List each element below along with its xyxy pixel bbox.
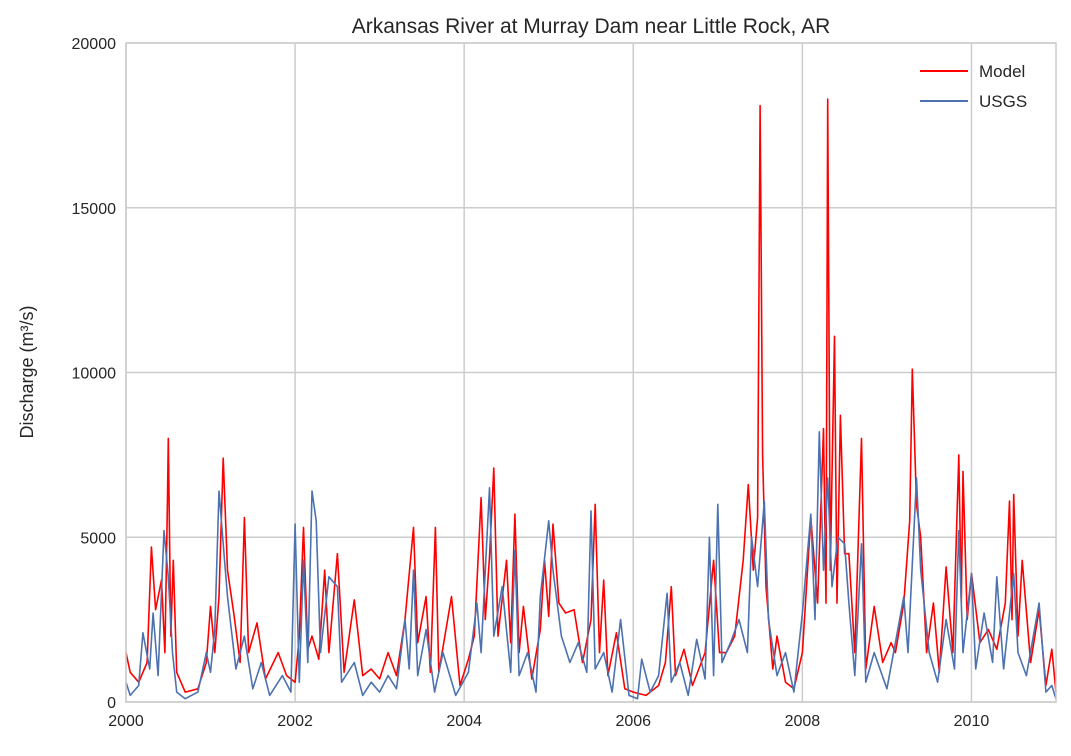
x-tick-label: 2000 (108, 713, 144, 730)
legend: Model USGS (920, 62, 1027, 111)
plot-frame (125, 42, 1057, 703)
series-line-usgs (125, 431, 1057, 700)
y-tick-label: 10000 (72, 366, 117, 383)
legend-label: USGS (979, 92, 1027, 111)
y-axis-label: Discharge (m³/s) (17, 305, 37, 438)
legend-label: Model (979, 62, 1025, 81)
x-tick-label: 2010 (954, 713, 990, 730)
x-tick-label: 2004 (446, 713, 482, 730)
y-tick-label: 5000 (80, 530, 116, 547)
x-tick-label: 2008 (785, 713, 821, 730)
chart-title: Arkansas River at Murray Dam near Little… (352, 15, 831, 38)
x-tick-label: 2006 (615, 713, 651, 730)
y-tick-label: 0 (107, 695, 116, 712)
series-line-model (125, 98, 1057, 697)
x-tick-label: 2002 (277, 713, 313, 730)
y-tick-label: 15000 (72, 201, 117, 218)
y-tick-label: 20000 (72, 36, 117, 53)
